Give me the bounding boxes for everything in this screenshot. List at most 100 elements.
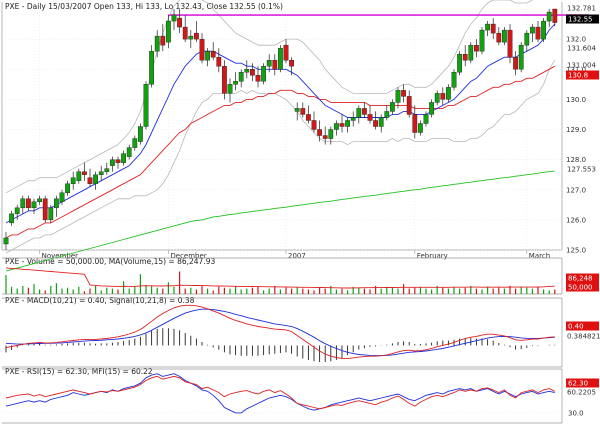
candle-body — [530, 26, 535, 34]
candle-body — [65, 183, 71, 193]
candle-body — [165, 20, 171, 43]
price-badge-last: 132.55 — [568, 16, 593, 24]
time-tick-label: February — [417, 252, 448, 260]
candle-body — [289, 60, 294, 67]
price-tick-label: 127.0 — [566, 186, 586, 194]
candle-body — [317, 129, 322, 136]
candle-body — [384, 111, 390, 118]
candle-body — [541, 20, 547, 40]
candle-body — [59, 192, 65, 203]
candle-body — [9, 213, 14, 224]
candle-body — [350, 117, 356, 121]
candle-body — [311, 120, 317, 130]
candle-body — [490, 23, 496, 34]
candle-body — [278, 47, 283, 70]
rsi-badge-value: 62.30 — [568, 380, 588, 388]
price-tick-label: 131.0 — [566, 66, 586, 74]
candle-body — [322, 135, 328, 139]
candle-body — [160, 35, 166, 46]
candle-body — [87, 177, 93, 184]
bollinger-lower-line — [5, 59, 556, 254]
slow-moving-average-line — [5, 65, 556, 239]
candle-body — [418, 123, 423, 133]
candle-body — [48, 207, 54, 221]
candle-body — [468, 44, 474, 61]
candle-body — [14, 207, 20, 215]
price-tick-label: 129.0 — [566, 126, 586, 134]
macd-badge-signal: 0.384821 — [567, 333, 600, 341]
volume-badge-ma: 86,248 — [568, 275, 593, 283]
rsi-panel-title: PXE - RSI(15) = 62.30, MFI(15) = 60.22 — [5, 367, 153, 376]
candle-body — [154, 35, 160, 52]
candle-body — [261, 66, 266, 82]
price-badge-ma-fast: 131.604 — [567, 45, 596, 53]
candle-body — [474, 44, 479, 52]
volume-badge-last-box — [566, 282, 599, 292]
mfi-badge-value: 60.2205 — [567, 389, 596, 397]
candle-body — [479, 29, 485, 52]
candle-body — [193, 32, 199, 40]
candle-body — [485, 23, 490, 31]
candle-body — [412, 114, 418, 133]
macd-badge-value-box — [566, 321, 599, 331]
candle-body — [93, 174, 99, 184]
candle-body — [507, 29, 513, 58]
candle-body — [283, 44, 289, 61]
candle-body — [249, 69, 255, 76]
volume-moving-average-line — [5, 267, 555, 289]
candle-body — [126, 147, 132, 157]
candle-body — [457, 53, 462, 73]
macd-signal-line — [5, 308, 555, 357]
candle-body — [205, 50, 210, 61]
candle-body — [98, 171, 104, 175]
candle-body — [238, 72, 244, 82]
candle-body — [210, 50, 216, 58]
candle-body — [546, 11, 552, 22]
candle-body — [513, 57, 519, 70]
candle-body — [373, 120, 378, 127]
candle-body — [20, 198, 26, 209]
candle-body — [434, 93, 440, 103]
candle-body — [149, 50, 154, 85]
time-tick-label: November — [42, 252, 79, 260]
macd-badge-value: 0.40 — [568, 323, 584, 331]
candle-body — [104, 168, 110, 172]
candle-body — [132, 138, 138, 148]
candle-body — [390, 102, 395, 112]
price-panel-title: PXE - Daily 15/03/2007 Open 133, Hi 133,… — [5, 2, 283, 11]
candle-body — [406, 96, 412, 115]
macd-panel-title: PXE - MACD(10,21) = 0.40, Signal(10,21,8… — [5, 296, 195, 305]
rsi-tick-label: 30.0 — [568, 409, 584, 417]
candle-body — [26, 198, 31, 209]
candle-body — [109, 159, 115, 166]
candle-body — [306, 114, 311, 121]
candle-body — [81, 171, 87, 175]
price-tick-label: 125.0 — [566, 247, 586, 255]
candle-body — [378, 117, 384, 127]
candle-body — [31, 201, 37, 209]
price-tick-label: 130.0 — [566, 96, 586, 104]
candle-body — [3, 237, 9, 245]
price-tick-label: 128.0 — [566, 156, 586, 164]
candle-body — [535, 26, 541, 40]
candle-body — [401, 90, 406, 97]
candle-body — [199, 38, 205, 61]
candle-body — [339, 123, 345, 127]
candle-body — [496, 32, 502, 43]
candle-body — [143, 84, 149, 127]
candle-body — [266, 60, 272, 67]
rsi-badge-value-box — [566, 378, 599, 388]
candle-body — [188, 35, 194, 40]
candle-body — [552, 8, 558, 23]
candle-body — [227, 84, 233, 94]
candle-body — [255, 75, 261, 82]
bollinger-upper-line — [5, 0, 534, 194]
volume-badge-ma-box — [566, 273, 599, 283]
candle-body — [356, 108, 362, 118]
price-badge-high: 132.781 — [567, 5, 596, 13]
price-badge-ma-long: 127.553 — [567, 166, 596, 174]
candle-body — [233, 81, 238, 85]
candle-body — [367, 114, 373, 121]
candle-body — [171, 14, 177, 22]
